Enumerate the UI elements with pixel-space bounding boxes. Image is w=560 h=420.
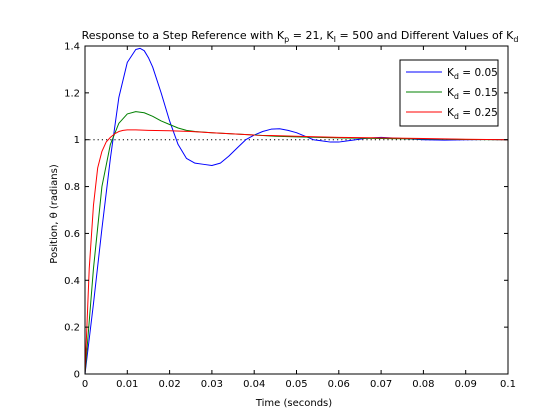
x-tick-label: 0.06 xyxy=(328,379,350,390)
x-tick-label: 0.1 xyxy=(500,379,516,390)
series-group xyxy=(84,47,509,375)
series-line-2 xyxy=(84,111,509,375)
y-axis-label: Position, θ (radians) xyxy=(49,164,60,264)
x-tick-label: 0.03 xyxy=(201,379,223,390)
x-tick-label: 0.08 xyxy=(412,379,434,390)
y-tick-label: 0.4 xyxy=(64,276,80,287)
x-axis-label: Time (seconds) xyxy=(255,398,332,409)
series-line-3 xyxy=(84,129,509,375)
legend-label-3: Kd = 0.25 xyxy=(447,107,498,121)
chart-title: Response to a Step Reference with Kp = 2… xyxy=(82,29,519,44)
legend-box xyxy=(399,59,499,127)
x-tick-label: 0.09 xyxy=(455,379,477,390)
x-tick-label: 0.05 xyxy=(285,379,307,390)
y-tick-label: 1 xyxy=(74,135,80,146)
y-tick-label: 0 xyxy=(74,370,80,381)
x-tick-label: 0.04 xyxy=(243,379,265,390)
y-tick-label: 1.4 xyxy=(64,42,80,53)
y-tick-label: 0.8 xyxy=(64,182,80,193)
x-tick-label: 0.07 xyxy=(370,379,392,390)
x-tick-label: 0 xyxy=(82,379,88,390)
x-tick-label: 0.02 xyxy=(158,379,180,390)
legend: Kd = 0.05 Kd = 0.15 Kd = 0.25 xyxy=(399,59,499,127)
x-ticks-group: 0 0.01 0.02 0.03 0.04 0.05 0.06 0.07 0.08 0.09 0.1 xyxy=(82,46,516,390)
y-tick-label: 0.6 xyxy=(64,229,80,240)
x-tick-label: 0.01 xyxy=(116,379,138,390)
y-tick-label: 0.2 xyxy=(64,323,80,334)
y-tick-label: 1.2 xyxy=(64,88,80,99)
legend-label-2: Kd = 0.15 xyxy=(447,87,498,101)
y-ticks-group: 0 0.2 0.4 0.6 0.8 1 1.2 1.4 xyxy=(64,42,508,381)
legend-label-1: Kd = 0.05 xyxy=(447,67,498,81)
